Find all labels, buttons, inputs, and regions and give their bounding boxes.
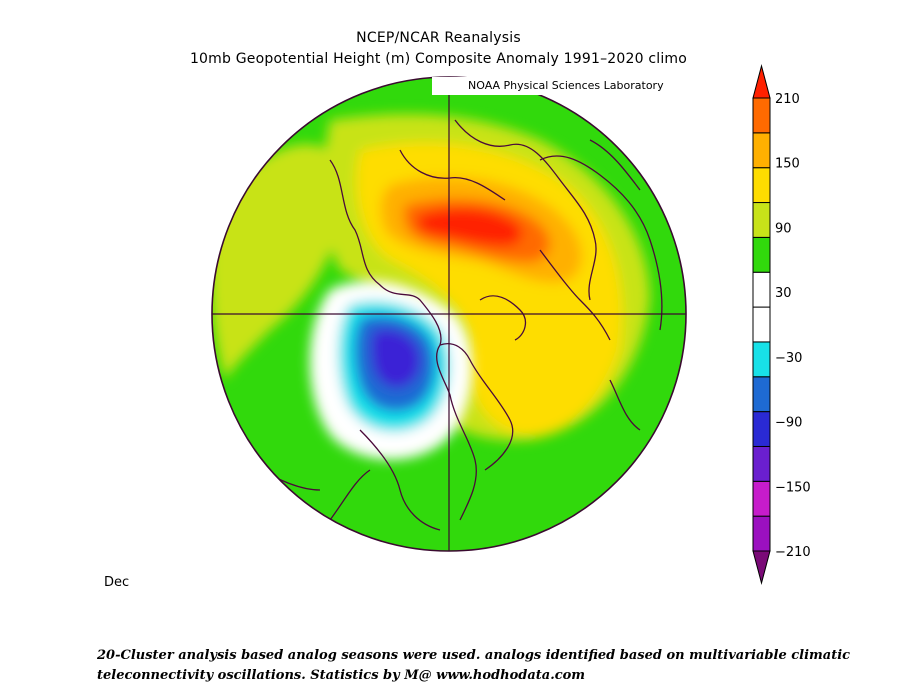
colorbar-tick-label: −90 — [775, 416, 802, 431]
colorbar-tick-label: 30 — [775, 286, 792, 301]
colorbar-segment — [752, 271, 771, 308]
colorbar-segment — [752, 411, 771, 447]
colorbar-tick-label: 150 — [775, 157, 800, 172]
anomaly-field — [212, 77, 686, 551]
colorbar-segment — [752, 445, 771, 482]
colorbar-min-arrow — [752, 550, 771, 585]
chart-subtitle: 10mb Geopotential Height (m) Composite A… — [189, 51, 688, 67]
colorbar-tick-label: −30 — [775, 351, 802, 366]
footnote-line-2: teleconnectivity oscillations. Statistic… — [97, 668, 586, 683]
colorbar-segment — [752, 341, 771, 378]
colorbar-tick-label: 90 — [775, 221, 792, 236]
graticule — [212, 77, 686, 551]
month-label: Dec — [104, 575, 130, 590]
colorbar-segment — [752, 132, 771, 169]
colorbar-segment — [752, 202, 771, 238]
footnote-line-1: 20-Cluster analysis based analog seasons… — [97, 648, 851, 663]
colorbar-segment — [752, 97, 771, 134]
footnote: 20-Cluster analysis based analog seasons… — [97, 646, 857, 686]
chart-title: NCEP/NCAR Reanalysis — [356, 30, 521, 46]
colorbar-segment — [752, 167, 771, 204]
colorbar-tick-label: 210 — [775, 92, 800, 107]
colorbar-segment — [752, 236, 771, 273]
colorbar-segment — [752, 306, 771, 343]
colorbar-max-arrow — [752, 64, 771, 99]
colorbar-segment — [752, 480, 771, 517]
colorbar: 210 150 90 30 −30 −90 −150 −210 — [752, 64, 811, 585]
colorbar-segment — [752, 376, 771, 413]
colorbar-tick-label: −210 — [775, 545, 811, 560]
credit-label: NOAA Physical Sciences Laboratory — [432, 77, 688, 95]
colorbar-segment — [752, 515, 771, 552]
colorbar-tick-label: −150 — [775, 480, 811, 495]
